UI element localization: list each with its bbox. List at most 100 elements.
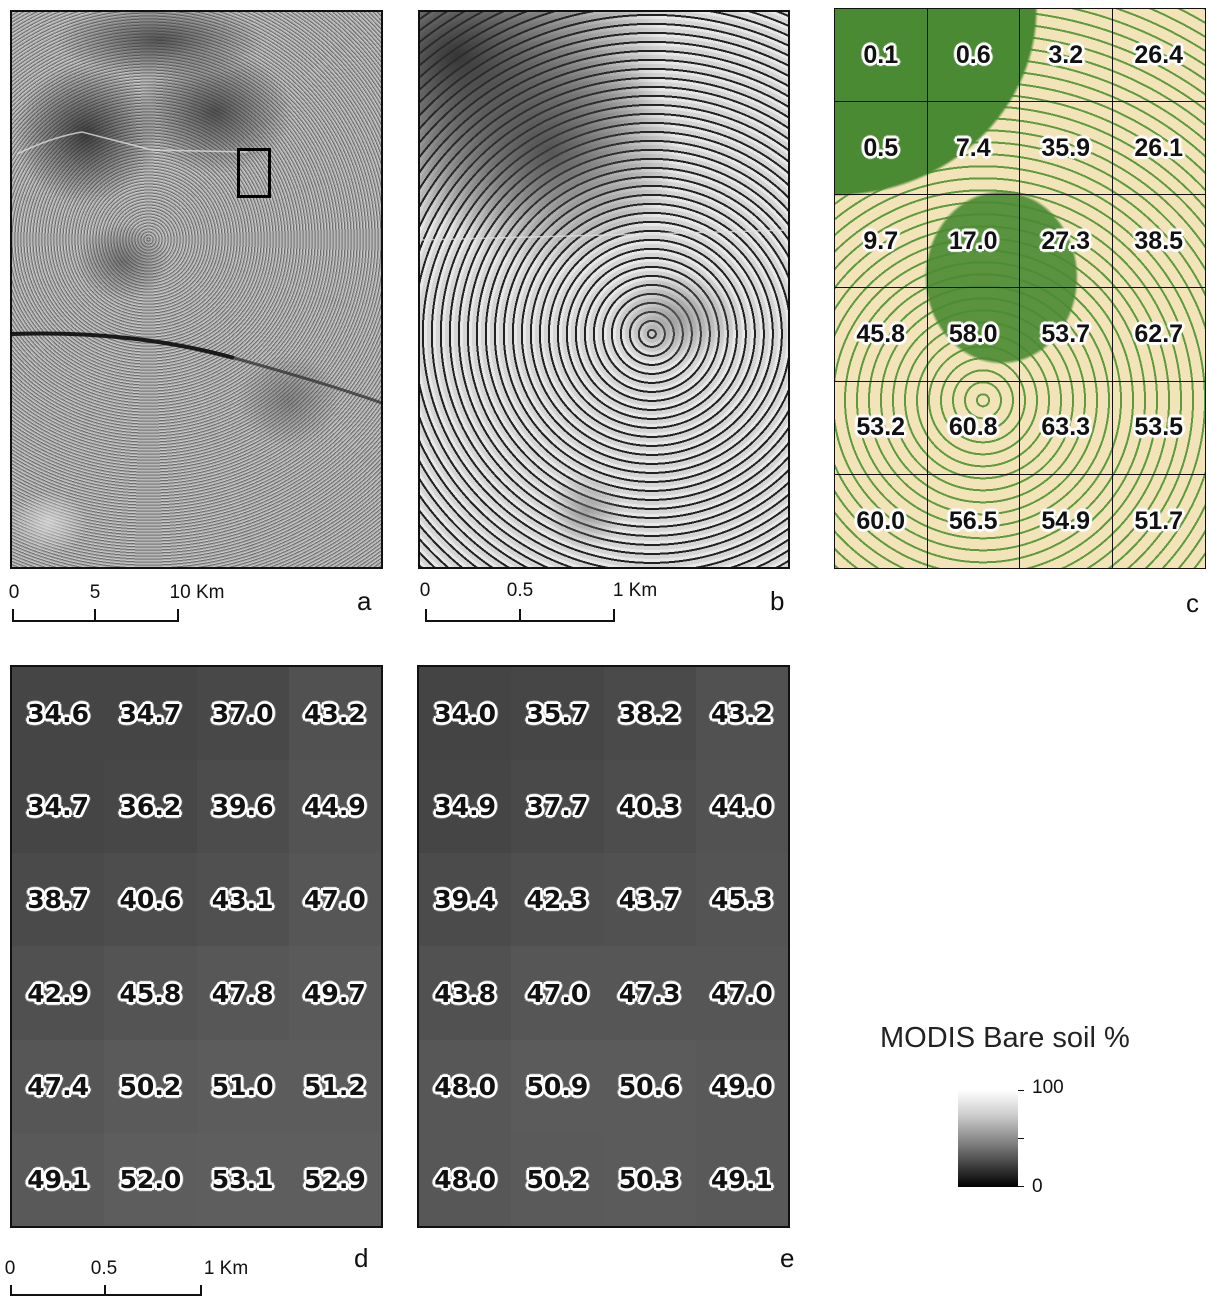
scale-tick-label: 0 — [4, 1258, 16, 1279]
grid-cell-value: 47.3 — [603, 946, 696, 1040]
grid-cell-value: 43.1 — [196, 853, 289, 947]
panel-b-letter: b — [770, 586, 785, 616]
legend-title: MODIS Bare soil % — [880, 1022, 1130, 1054]
grid-cell-value: 34.6 — [12, 667, 105, 761]
grid-cell-value: 26.4 — [1112, 9, 1205, 103]
grid-cell-value: 37.7 — [511, 760, 604, 854]
grid-cell-value: 39.4 — [419, 853, 512, 947]
scale-tick-label: 0.5 — [90, 1258, 118, 1279]
grid-cell-value: 40.3 — [603, 760, 696, 854]
grid-cell-value: 51.2 — [288, 1039, 381, 1133]
panel-a-scale-bar: 0 5 10 Km — [9, 582, 224, 632]
panel-e-grid: 34.0 35.7 38.2 43.2 34.9 37.7 40.3 44.0 39.4 42.3… — [419, 667, 788, 1226]
legend-min-label: 0 — [1032, 1176, 1043, 1197]
grid-cell-value: 45.3 — [695, 853, 788, 947]
grid-cell-value: 60.8 — [927, 381, 1020, 475]
grid-cell-value: 43.7 — [603, 853, 696, 947]
grid-cell-value: 49.0 — [695, 1039, 788, 1133]
grid-cell-value: 17.0 — [927, 195, 1020, 289]
panel-e-modis-grid: 34.0 35.7 38.2 43.2 34.9 37.7 40.3 44.0 39.4 42.3… — [417, 665, 790, 1228]
grid-cell-value: 51.0 — [196, 1039, 289, 1133]
grid-cell-value: 7.4 — [927, 102, 1020, 196]
panel-d-letter: d — [354, 1243, 369, 1273]
grid-cell-value: 40.6 — [104, 853, 197, 947]
grid-cell-value: 53.2 — [835, 381, 928, 475]
grid-cell-value: 49.1 — [695, 1132, 788, 1226]
scale-tick-label: 1 Km — [612, 580, 658, 601]
grid-cell-value: 49.7 — [288, 946, 381, 1040]
legend-tick-max — [1018, 1090, 1024, 1091]
grid-cell-value: 37.0 — [196, 667, 289, 761]
grid-cell-value: 26.1 — [1112, 102, 1205, 196]
grid-cell-value: 0.5 — [835, 102, 928, 196]
grid-cell-value: 63.3 — [1020, 381, 1113, 475]
grid-cell-value: 53.5 — [1112, 382, 1205, 475]
panel-d-grid: 34.6 34.7 37.0 43.2 34.7 36.2 39.6 44.9 38.7 40.6… — [12, 667, 381, 1226]
grid-cell-value: 48.0 — [419, 1132, 512, 1226]
grid-cell-value: 34.7 — [12, 760, 105, 854]
grid-cell-value: 48.0 — [419, 1039, 512, 1133]
grid-cell-value: 34.0 — [419, 667, 512, 761]
panel-d-modis-grid: 34.6 34.7 37.0 43.2 34.7 36.2 39.6 44.9 38.7 40.6… — [10, 665, 383, 1228]
grid-cell-value: 39.6 — [196, 760, 289, 854]
panel-a-letter: a — [357, 586, 372, 616]
grid-cell-value: 44.9 — [288, 760, 381, 854]
grid-cell-value: 9.7 — [835, 195, 928, 289]
grid-cell-value: 53.7 — [1020, 288, 1113, 382]
grid-cell-value: 62.7 — [1112, 288, 1205, 382]
grid-cell-value: 43.2 — [288, 667, 381, 761]
grid-cell-value: 36.2 — [104, 760, 197, 854]
grid-cell-value: 0.1 — [835, 9, 928, 103]
zoom-extent-box — [237, 148, 271, 198]
grid-cell-value: 45.8 — [835, 288, 928, 382]
grid-cell-value: 47.0 — [511, 946, 604, 1040]
scale-tick-label: 5 — [89, 582, 101, 603]
legend: MODIS Bare soil % 100 0 — [880, 1022, 1180, 1202]
grid-cell-value: 54.9 — [1020, 474, 1113, 568]
panel-d-scale-bar: 0 0.5 1 Km — [4, 1258, 249, 1296]
grid-cell-value: 27.3 — [1020, 195, 1113, 289]
scale-tick-label: 0 — [419, 580, 431, 601]
grid-cell-value: 47.0 — [288, 853, 381, 947]
grid-cell-value: 52.9 — [288, 1132, 381, 1226]
grid-cell-value: 43.2 — [695, 667, 788, 761]
grid-cell-value: 50.9 — [511, 1039, 604, 1133]
grid-cell-value: 3.2 — [1020, 9, 1113, 103]
grid-cell-value: 34.9 — [419, 760, 512, 854]
panel-c-classified-map: 0.1 0.6 3.2 26.4 0.5 7.4 35.9 26.1 9.7 17.0 27.3 38… — [834, 8, 1206, 569]
grid-cell-value: 35.7 — [511, 667, 604, 761]
legend-color-ramp — [958, 1090, 1018, 1187]
grid-cell-value: 35.9 — [1020, 102, 1113, 196]
grid-cell-value: 52.0 — [104, 1132, 197, 1226]
panel-b-zoomed-image — [418, 10, 790, 569]
panel-b-linear-features — [420, 229, 788, 241]
grid-cell-value: 42.3 — [511, 853, 604, 947]
panel-c-letter: c — [1186, 588, 1199, 618]
grid-cell-value: 50.2 — [104, 1039, 197, 1133]
panel-a-linear-features — [12, 131, 381, 405]
legend-tick-mid — [1018, 1138, 1024, 1139]
panel-a-regional-image — [10, 10, 383, 569]
grid-cell-value: 0.6 — [927, 9, 1020, 103]
grid-cell-value: 38.2 — [603, 667, 696, 761]
panel-e-letter: e — [780, 1243, 795, 1273]
grid-cell-value: 47.4 — [12, 1039, 105, 1133]
grid-cell-value: 60.0 — [835, 474, 928, 568]
scale-tick-label: 0.5 — [506, 580, 534, 601]
grid-cell-value: 50.6 — [603, 1039, 696, 1133]
grid-cell-value: 38.5 — [1112, 195, 1205, 289]
grid-cell-value: 34.7 — [104, 667, 197, 761]
legend-max-label: 100 — [1032, 1077, 1064, 1098]
panel-c-grid: 0.1 0.6 3.2 26.4 0.5 7.4 35.9 26.1 9.7 17.0 27.3 38… — [835, 9, 1205, 568]
grid-cell-value: 43.8 — [419, 946, 512, 1040]
grid-cell-value: 53.1 — [196, 1132, 289, 1226]
panel-b-scale-bar: 0 0.5 1 Km — [420, 580, 665, 630]
grid-cell-value: 47.0 — [695, 946, 788, 1040]
grid-cell-value: 38.7 — [12, 853, 105, 947]
grid-cell-value: 50.2 — [511, 1132, 604, 1226]
grid-cell-value: 47.8 — [196, 946, 289, 1040]
grid-cell-value: 44.0 — [695, 760, 788, 854]
scale-tick-label: 1 Km — [203, 1258, 249, 1279]
legend-tick-min — [1018, 1186, 1024, 1187]
grid-cell-value: 51.7 — [1134, 506, 1184, 535]
